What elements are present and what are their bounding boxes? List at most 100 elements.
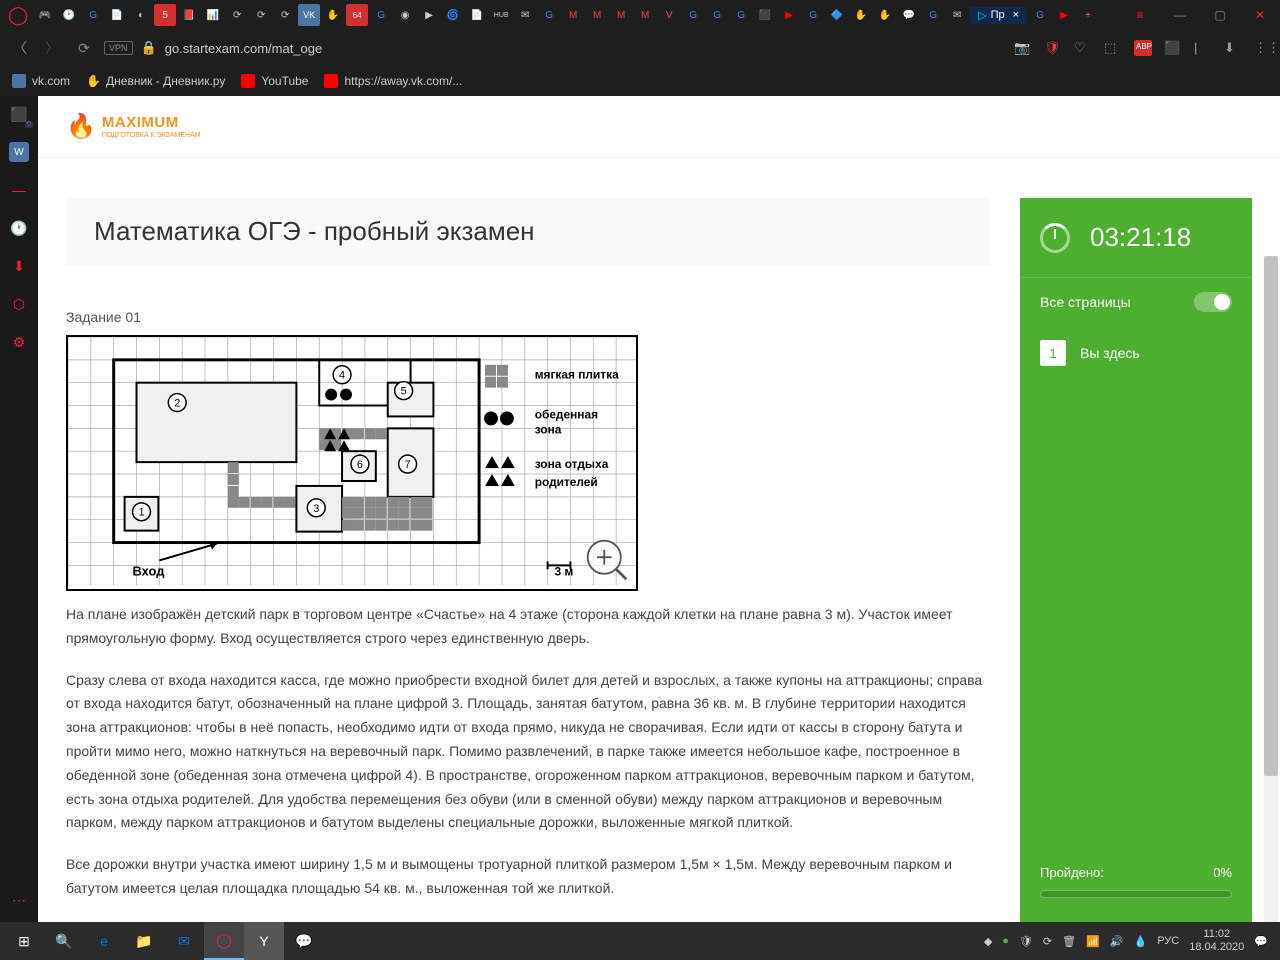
- camera-icon[interactable]: 📷: [1014, 40, 1032, 56]
- close-tab-icon[interactable]: ×: [1013, 9, 1019, 21]
- explorer-icon[interactable]: 📁: [124, 922, 164, 960]
- minimize-icon[interactable]: —: [1164, 5, 1196, 25]
- ext-icon[interactable]: ⬛: [1164, 40, 1182, 56]
- history-icon[interactable]: 🕐: [9, 218, 29, 238]
- tray-icon[interactable]: ●: [1002, 935, 1009, 947]
- tab-icon[interactable]: M: [562, 4, 584, 26]
- tray-icon[interactable]: 💧: [1134, 935, 1148, 948]
- task-diagram[interactable]: 123 4567 мягкая плитка обеденнаязона зон…: [66, 335, 638, 591]
- tab-icon[interactable]: 📕: [178, 4, 200, 26]
- tab-icon[interactable]: ✋: [322, 4, 344, 26]
- tab-icon[interactable]: G: [730, 4, 752, 26]
- new-tab-icon[interactable]: +: [1077, 4, 1099, 26]
- tab-icon[interactable]: ✉: [946, 4, 968, 26]
- tab-icon[interactable]: G: [1029, 4, 1051, 26]
- tab-icon[interactable]: 📊: [202, 4, 224, 26]
- zoom-icon[interactable]: [584, 537, 630, 583]
- tray-icon[interactable]: 🗑: [1062, 935, 1076, 948]
- reload-icon[interactable]: ⟳: [72, 40, 96, 57]
- tab-icon[interactable]: ✋: [874, 4, 896, 26]
- url-box[interactable]: VPN 🔒 go.startexam.com/mat_oge: [104, 40, 1006, 56]
- tab-icon[interactable]: ▶: [1053, 4, 1075, 26]
- bookmark-item[interactable]: vk.com: [12, 74, 70, 88]
- notifications-icon[interactable]: 💬: [1254, 935, 1268, 948]
- tab-icon[interactable]: 🌀: [442, 4, 464, 26]
- bookmark-item[interactable]: ✋ Дневник - Дневник.ру: [86, 74, 225, 88]
- tray-icon[interactable]: ⟳: [1043, 935, 1052, 948]
- tab-icon[interactable]: M: [634, 4, 656, 26]
- more-icon[interactable]: ⋯: [9, 890, 29, 910]
- vk-icon[interactable]: W: [9, 142, 29, 162]
- search-icon[interactable]: 🔍: [44, 922, 84, 960]
- tab-icon[interactable]: 5: [154, 4, 176, 26]
- mail-icon[interactable]: ✉: [164, 922, 204, 960]
- tab-icon[interactable]: ⬛: [754, 4, 776, 26]
- start-icon[interactable]: ⊞: [4, 922, 44, 960]
- tray-icon[interactable]: 📶: [1086, 935, 1100, 948]
- tab-icon[interactable]: 64: [346, 4, 368, 26]
- bookmark-item[interactable]: YouTube: [241, 74, 308, 88]
- tray-icon[interactable]: 🛡: [1019, 935, 1033, 948]
- scroll-thumb[interactable]: [1264, 256, 1278, 776]
- gear-icon[interactable]: ⚙: [9, 332, 29, 352]
- line-icon[interactable]: —: [9, 180, 29, 200]
- tab-icon[interactable]: 🎮: [34, 4, 56, 26]
- tab-icon[interactable]: G: [706, 4, 728, 26]
- opera-task-icon[interactable]: ◯: [204, 922, 244, 960]
- tab-icon[interactable]: G: [922, 4, 944, 26]
- tray-icon[interactable]: 🔊: [1110, 935, 1124, 948]
- tab-icon[interactable]: G: [82, 4, 104, 26]
- twitch-icon[interactable]: ⬛0: [9, 104, 29, 124]
- cube-icon[interactable]: ⬡: [9, 294, 29, 314]
- tray-icon[interactable]: ◆: [984, 935, 992, 948]
- tab-icon[interactable]: ◐: [130, 4, 152, 26]
- scrollbar[interactable]: [1264, 256, 1278, 922]
- tab-icon[interactable]: ▶: [418, 4, 440, 26]
- tab-icon[interactable]: 🔷: [826, 4, 848, 26]
- tab-icon[interactable]: 📄: [466, 4, 488, 26]
- cube-icon[interactable]: ⬚: [1104, 40, 1122, 56]
- heart-icon[interactable]: ♡: [1074, 40, 1092, 56]
- tab-icon[interactable]: ✋: [850, 4, 872, 26]
- sync-icon[interactable]: ≡: [1124, 5, 1156, 25]
- tab-icon[interactable]: ⟳: [250, 4, 272, 26]
- tab-icon[interactable]: 💬: [898, 4, 920, 26]
- clock[interactable]: 11:02 18.04.2020: [1189, 928, 1244, 954]
- tab-icon[interactable]: G: [802, 4, 824, 26]
- page-indicator[interactable]: 1 Вы здесь: [1020, 326, 1252, 380]
- download-icon[interactable]: ⬇: [1224, 40, 1242, 56]
- tab-icon[interactable]: G: [370, 4, 392, 26]
- close-icon[interactable]: ✕: [1244, 5, 1276, 25]
- shield-icon[interactable]: 🛡: [1044, 40, 1062, 56]
- tab-icon[interactable]: G: [682, 4, 704, 26]
- all-pages-toggle[interactable]: [1194, 292, 1232, 312]
- tab-icon[interactable]: V: [658, 4, 680, 26]
- lang-indicator[interactable]: РУС: [1157, 935, 1179, 947]
- tab-icon[interactable]: HUB: [490, 4, 512, 26]
- discord-icon[interactable]: 💬: [284, 922, 324, 960]
- opera-icon[interactable]: ◯: [8, 5, 28, 26]
- tab-icon[interactable]: ▶: [778, 4, 800, 26]
- abp-icon[interactable]: ABP: [1134, 40, 1152, 56]
- tab-icon[interactable]: VK: [298, 4, 320, 26]
- menu-icon[interactable]: ⋮⋮: [1254, 40, 1272, 56]
- tab-icon[interactable]: ⟳: [274, 4, 296, 26]
- tab-icon[interactable]: ✉: [514, 4, 536, 26]
- maximize-icon[interactable]: ▢: [1204, 5, 1236, 25]
- tab-icon[interactable]: 📄: [106, 4, 128, 26]
- tab-icon[interactable]: M: [610, 4, 632, 26]
- yandex-icon[interactable]: Y: [244, 922, 284, 960]
- forward-icon[interactable]: 〉: [40, 38, 64, 58]
- tab-icon[interactable]: 🕐: [58, 4, 80, 26]
- edge-icon[interactable]: e: [84, 922, 124, 960]
- vpn-badge[interactable]: VPN: [104, 41, 133, 55]
- bookmark-item[interactable]: https://away.vk.com/...: [324, 74, 462, 88]
- tab-icon[interactable]: M: [586, 4, 608, 26]
- tab-icon[interactable]: ◉: [394, 4, 416, 26]
- tab-icon[interactable]: ⟳: [226, 4, 248, 26]
- active-tab[interactable]: ▷ Пр ×: [970, 7, 1027, 24]
- download-icon[interactable]: ⬇: [9, 256, 29, 276]
- logo[interactable]: 🔥 MAXIMUM ПОДГОТОВКА К ЭКЗАМЕНАМ: [66, 112, 201, 141]
- tab-icon[interactable]: G: [538, 4, 560, 26]
- back-icon[interactable]: 〈: [8, 38, 32, 58]
